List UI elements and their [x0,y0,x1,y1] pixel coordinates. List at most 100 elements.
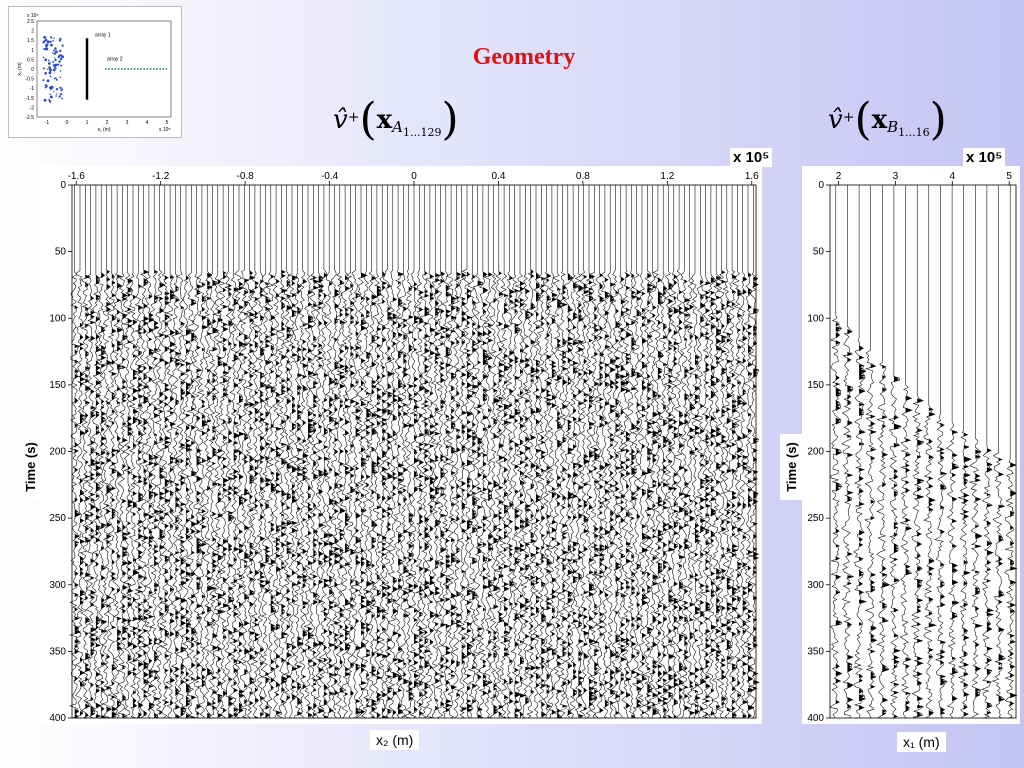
formula-right-x: x [871,105,888,135]
trace-fill [191,298,197,718]
trace-fill [111,273,118,718]
inset-source-dot [44,58,48,62]
y-tick-label: 100 [49,313,66,324]
trace-wiggle [154,185,166,719]
trace-wiggle [705,185,717,719]
formula-right-sup: + [842,109,855,126]
trace-fill [986,448,994,715]
inset-x-tick-label: 5 [166,120,169,126]
trace-wiggle [79,185,92,719]
trace-fill [350,283,356,696]
inset-source-dot [54,47,57,50]
trace-fill [737,288,743,718]
trace-fill [488,272,494,718]
trace-fill [557,287,563,718]
trace-fill [551,292,558,715]
inset-source-dot [50,88,52,91]
trace-fill [270,274,277,690]
trace-fill [668,282,675,718]
inset-y-tick-label: -2.5 [25,115,34,121]
inset-source-dot [61,97,63,100]
trace-wiggle [910,185,925,719]
trace-wiggle [493,185,505,719]
trace-fill [847,328,854,710]
trace-wiggle [663,185,676,719]
x-tick-label: 1.2 [660,171,674,182]
inset-source-dot [49,95,53,99]
inset-source-dot [45,71,47,74]
inset-source-dot [60,64,63,67]
inset-array1-label: array 1 [95,32,111,38]
inset-source-dot [44,38,48,42]
y-tick-label: 150 [807,380,824,391]
formula-left-close-paren: ) [441,94,459,145]
trace-fill [392,297,398,715]
trace-wiggle [981,185,995,719]
inset-source-dot [52,52,54,54]
trace-fill [998,457,1006,702]
inset-source-dot [58,39,62,42]
inset-source-dot [50,36,53,39]
trace-fill [281,270,288,704]
trace-wiggle [829,185,843,719]
trace-wiggle [158,185,171,719]
y-tick-label: 50 [813,247,825,258]
trace-fill [504,293,510,718]
trace-wiggle [684,185,696,719]
inset-source-dot [52,68,56,72]
inset-x-tick-label: 2 [106,120,109,126]
trace-fill [721,270,727,706]
trace-fill [530,269,537,694]
trace-wiggle [700,185,712,719]
trace-fill [742,276,748,718]
trace-fill [610,282,616,705]
trace-wiggle [504,185,517,719]
inset-source-dot [43,98,47,102]
x-tick-label: -1.2 [152,171,170,182]
trace-wiggle [864,185,878,719]
inset-source-dot [49,68,52,72]
trace-fill [546,272,553,718]
trace-wiggle [721,185,733,719]
trace-fill [835,322,842,704]
trace-wiggle [991,185,1006,719]
trace-wiggle [689,185,702,719]
trace-wiggle [710,185,723,719]
trace-fill [975,449,982,698]
inset-source-dot [59,86,62,90]
inset-source-dot [44,44,48,48]
trace-wiggle [737,185,749,719]
trace-wiggle [477,185,490,719]
trace-fill [239,281,245,714]
trace-fill [647,272,653,711]
inset-source-dot [55,88,59,91]
trace-fill [578,285,584,718]
trace-wiggle [568,185,580,719]
trace-wiggle [876,185,891,719]
x-tick-label: 0.8 [576,171,590,182]
inset-array2-label: array 2 [107,56,123,62]
trace-fill [604,277,611,718]
trace-wiggle [726,185,739,719]
trace-wiggle [91,185,103,719]
inset-y-tick-label: -0.5 [25,77,34,83]
trace-wiggle [440,185,452,719]
formula-left-subsub: 1...129 [402,126,442,140]
trace-wiggle [101,185,113,719]
inset-source-dot [53,77,56,80]
inset-y-tick-label: 0 [31,67,34,73]
trace-fill [318,275,325,714]
trace-wiggle [957,185,972,719]
x-tick-label: -0.8 [236,171,254,182]
trace-fill [726,299,733,712]
trace-wiggle [387,185,399,719]
inset-source-dot [45,47,49,51]
trace-wiggle [217,185,231,719]
inset-source-dot [49,93,51,96]
trace-wiggle [302,185,315,719]
trace-wiggle [641,185,654,719]
inset-source-dot [43,35,47,39]
inset-source-dot [50,85,53,88]
trace-fill [940,422,947,715]
inset-source-dot [42,67,45,70]
